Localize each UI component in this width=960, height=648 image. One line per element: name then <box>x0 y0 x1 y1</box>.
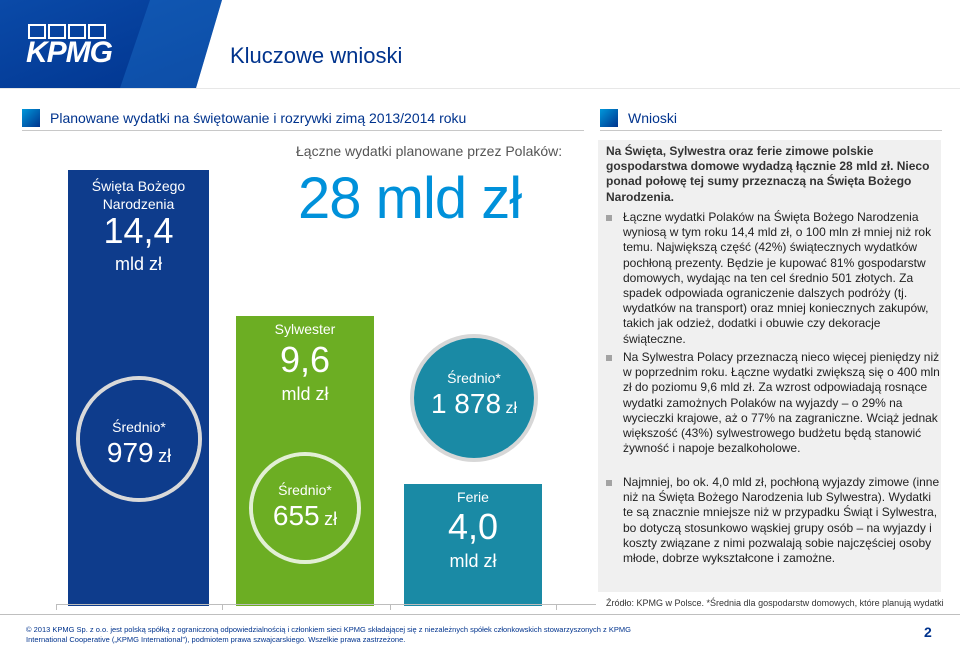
axis-tick <box>390 604 391 610</box>
bullet-square-icon <box>606 480 612 486</box>
conclusion-bullet-text: Łączne wydatki Polaków na Święta Bożego … <box>623 210 932 346</box>
axis-tick <box>556 604 557 610</box>
bar-christmas-label-line1: Święta Bożego <box>91 178 186 194</box>
winter-average-unit: zł <box>505 400 518 417</box>
footer-copyright: © 2013 KPMG Sp. z o.o. jest polską spółk… <box>26 625 631 644</box>
kpmg-logo-boxes <box>28 24 108 44</box>
bar-winter-holidays <box>404 484 542 606</box>
chart-baseline <box>56 604 596 605</box>
footer-divider <box>0 614 960 615</box>
left-section-heading-text: Planowane wydatki na świętowanie i rozry… <box>50 110 467 126</box>
bar-winter-holidays-value: 4,0 <box>447 506 499 547</box>
christmas-average-circle: Średnio* 979 zł <box>76 376 202 502</box>
left-section-heading: Planowane wydatki na świętowanie i rozry… <box>22 109 584 131</box>
christmas-average-label: Średnio* <box>112 419 166 435</box>
bar-winter-holidays-label: Ferie <box>457 489 489 505</box>
heading-rule <box>22 130 584 131</box>
axis-tick <box>56 604 57 610</box>
bar-new-year-unit: mld zł <box>281 384 329 404</box>
header-divider <box>0 88 960 89</box>
christmas-average-unit: zł <box>158 446 172 466</box>
winter-average-label: Średnio* <box>447 370 501 386</box>
kpmg-logo-banner: KPMG <box>0 0 222 88</box>
page-title: Kluczowe wnioski <box>230 43 403 68</box>
conclusion-bullet-text: Na Sylwestra Polacy przeznaczą nieco wię… <box>623 350 940 456</box>
right-section-heading-text: Wnioski <box>628 110 678 126</box>
bar-winter-holidays-unit: mld zł <box>449 551 497 571</box>
christmas-average-value: 979 <box>106 437 154 468</box>
heading-square-icon <box>22 109 40 127</box>
conclusions-panel <box>598 140 941 592</box>
conclusion-bullet-text: Najmniej, bo ok. 4,0 mld zł, pochłoną wy… <box>623 475 940 566</box>
bar-christmas-label: Święta Bożego Narodzenia <box>68 177 209 213</box>
heading-square-icon <box>600 109 618 127</box>
conclusions-intro: Na Święta, Sylwestra oraz ferie zimowe p… <box>606 144 930 204</box>
axis-tick <box>222 604 223 610</box>
bullet-square-icon <box>606 215 612 221</box>
bar-new-year-value: 9,6 <box>279 339 331 380</box>
winter-average-circle: Średnio* 1 878 zł <box>410 334 538 462</box>
new-year-average-value: 655 <box>272 500 320 531</box>
kpmg-logo: KPMG <box>26 36 113 69</box>
bullet-square-icon <box>606 355 612 361</box>
source-note: Źródło: KPMG w Polsce. *Średnia dla gosp… <box>606 598 944 608</box>
bar-christmas-unit: mld zł <box>114 254 162 274</box>
bar-christmas-value: 14,4 <box>103 210 174 251</box>
new-year-average-unit: zł <box>324 509 338 529</box>
chart-subtitle: Łączne wydatki planowane przez Polaków: <box>296 143 563 159</box>
right-section-heading: Wnioski <box>600 109 942 131</box>
winter-average-value: 1 878 <box>430 388 502 419</box>
total-spending: 28 mld zł <box>298 166 522 231</box>
new-year-average-label: Średnio* <box>278 482 332 498</box>
new-year-average-circle: Średnio* 655 zł <box>249 452 361 564</box>
page-number: 2 <box>924 624 932 640</box>
heading-rule <box>600 130 942 131</box>
logo-background <box>0 0 222 88</box>
bar-new-year-label: Sylwester <box>274 321 336 337</box>
bar-christmas-label-line2: Narodzenia <box>102 196 175 212</box>
